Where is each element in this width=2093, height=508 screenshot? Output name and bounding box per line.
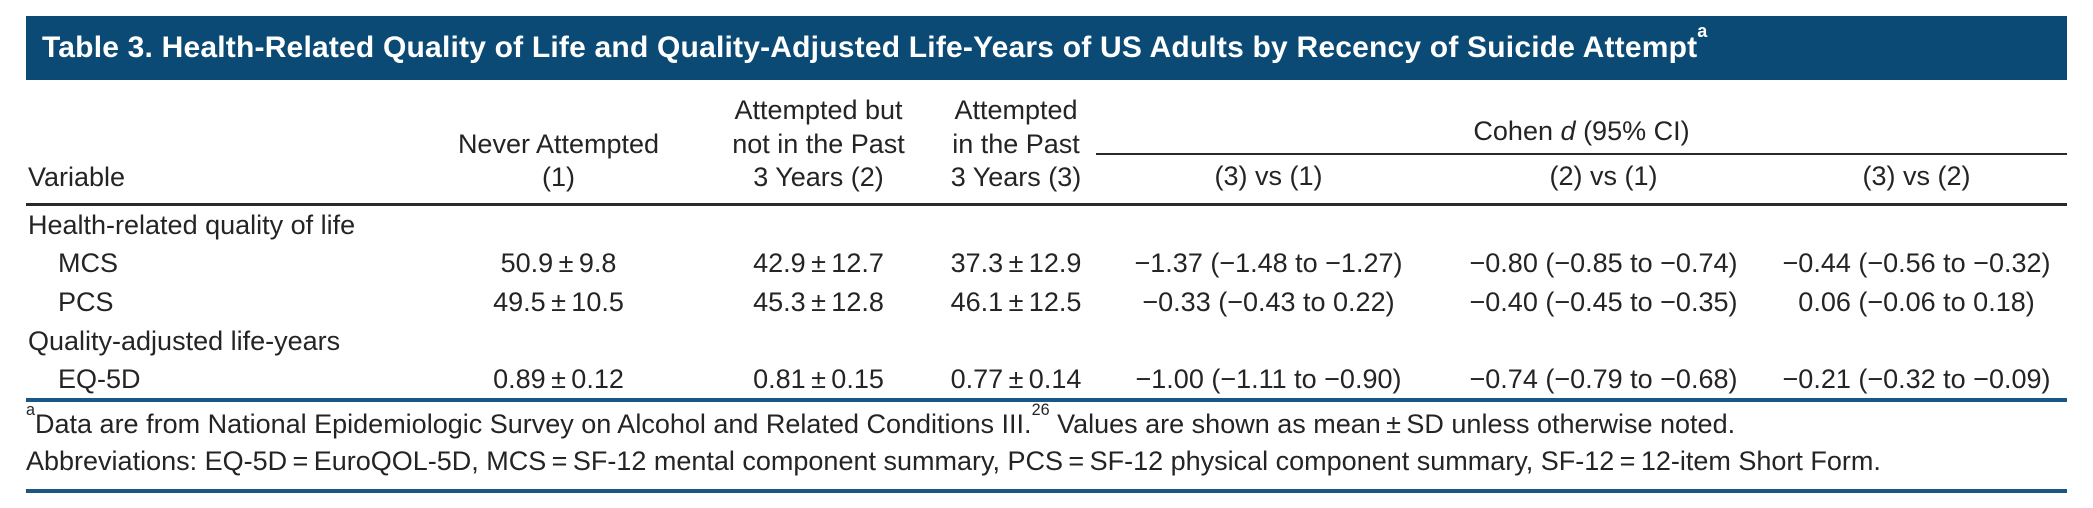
footnote-reference-number: 26 xyxy=(1031,400,1050,419)
cell-value: 46.1 ± 12.5 xyxy=(950,286,1082,317)
cell-value: 0.81 ± 0.15 xyxy=(701,360,936,402)
section-label: Health-related quality of life xyxy=(26,203,2068,244)
data-row-mcs: MCS 50.9 ± 9.8 42.9 ± 12.7 37.3 ± 12.9 −… xyxy=(26,244,2067,283)
section-label: Quality-adjusted life-years xyxy=(28,325,341,356)
cell-value: 45.3 ± 12.8 xyxy=(753,286,884,317)
data-row-eq5d: EQ-5D 0.89 ± 0.12 0.81 ± 0.15 0.77 ± 0.1… xyxy=(26,360,2068,402)
row-label: PCS xyxy=(58,286,114,317)
table-title-text: Table 3. Health-Related Quality of Life … xyxy=(42,31,1698,64)
cell-value: 42.9 ± 12.7 xyxy=(753,247,884,278)
cell-value: −0.40 (−0.45 to −0.35) xyxy=(1469,286,1738,317)
cell-value: −0.21 (−0.32 to −0.09) xyxy=(1766,360,2068,402)
cell-value: 0.77 ± 0.14 xyxy=(936,360,1096,402)
cell-value: −0.80 (−0.85 to −0.74) xyxy=(1469,247,1738,278)
cell-value: −1.37 (−1.48 to −1.27) xyxy=(1134,247,1403,278)
cell-value: −0.33 (−0.43 to 0.22) xyxy=(1142,286,1395,317)
table-title: Table 3. Health-Related Quality of Life … xyxy=(42,22,1708,65)
column-header-3-vs-2: (3) vs (2) xyxy=(1862,161,1971,191)
row-label: MCS xyxy=(58,247,118,278)
cohen-d-prefix: Cohen xyxy=(1473,115,1553,146)
footnote-abbreviations: Abbreviations: EQ-5D = EuroQOL-5D, MCS =… xyxy=(26,445,1881,476)
column-header-3-vs-1: (3) vs (1) xyxy=(1214,161,1323,191)
footnote-data-source: aData are from National Epidemiologic Su… xyxy=(26,402,2067,443)
column-header-attempted-past: Attempted in the Past 3 Years (3) xyxy=(950,95,1082,192)
section-row-hrqol: Health-related quality of life xyxy=(26,203,2068,244)
column-header-2-vs-1: (2) vs (1) xyxy=(1549,161,1658,191)
cell-value: 37.3 ± 12.9 xyxy=(950,247,1082,278)
cell-value: 0.89 ± 0.12 xyxy=(416,360,701,402)
cell-value: 50.9 ± 9.8 xyxy=(500,247,617,278)
footnote-text-1: Data are from National Epidemiologic Sur… xyxy=(35,408,1032,439)
column-header-cohen-d: Cohen d (95% CI) xyxy=(1096,80,2068,155)
table-header: Variable Never Attempted (1) Attempted b… xyxy=(26,80,2068,205)
cell-value: 0.06 (−0.06 to 0.18) xyxy=(1798,286,2035,317)
cell-value: −0.74 (−0.79 to −0.68) xyxy=(1441,360,1766,402)
cohen-d-suffix: (95% CI) xyxy=(1583,115,1690,146)
cell-value: 49.5 ± 10.5 xyxy=(493,286,624,317)
footnote-marker: a xyxy=(26,400,36,419)
column-header-never-attempted: Never Attempted (1) xyxy=(457,128,660,192)
table-title-footnote-marker: a xyxy=(1697,21,1708,41)
column-header-attempted-not-past: Attempted but not in the Past 3 Years (2… xyxy=(732,95,905,192)
column-header-variable: Variable xyxy=(28,162,126,192)
cell-value: −0.44 (−0.56 to −0.32) xyxy=(1782,247,2051,278)
table-footnotes: aData are from National Epidemiologic Su… xyxy=(26,402,2067,493)
table-body: Health-related quality of life MCS 50.9 … xyxy=(26,203,2068,402)
cell-value: −1.00 (−1.11 to −0.90) xyxy=(1096,360,1441,402)
footnote-text-2: Values are shown as mean ± SD unless oth… xyxy=(1049,408,1736,439)
section-row-qaly: Quality-adjusted life-years xyxy=(26,322,2067,361)
table-title-bar: Table 3. Health-Related Quality of Life … xyxy=(26,16,2067,80)
data-table: Variable Never Attempted (1) Attempted b… xyxy=(26,80,2068,402)
cohen-d-italic: d xyxy=(1560,115,1576,146)
row-label: EQ-5D xyxy=(26,360,416,402)
data-row-pcs: PCS 49.5 ± 10.5 45.3 ± 12.8 46.1 ± 12.5 … xyxy=(26,283,2067,322)
